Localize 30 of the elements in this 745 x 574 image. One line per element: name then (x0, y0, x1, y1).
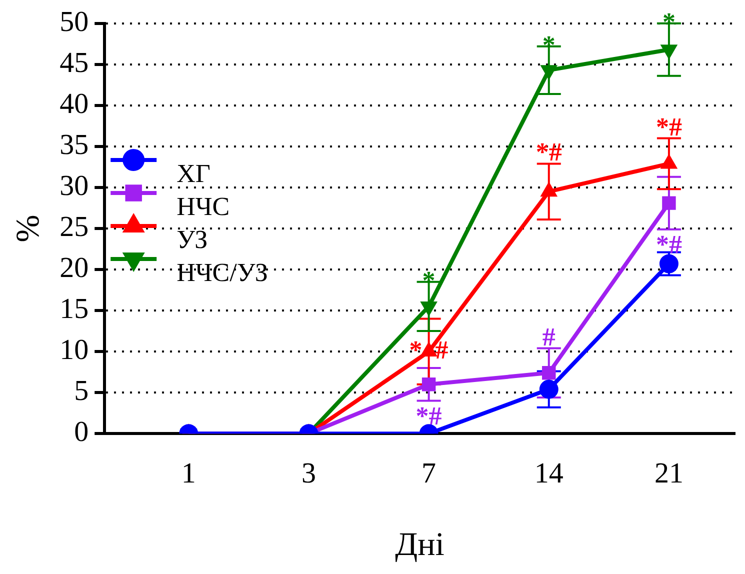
x-tick-label: 3 (301, 458, 316, 490)
x-axis-title: Дні (395, 526, 444, 563)
x-tick-label: 14 (534, 458, 564, 490)
y-tick-label: 25 (60, 211, 89, 244)
x-tick-label: 1 (181, 458, 196, 490)
x-tick-label: 7 (422, 458, 436, 490)
annotation: # (542, 322, 556, 352)
y-tick-label: 5 (74, 375, 89, 408)
annotation: * # (409, 335, 448, 364)
y-tick-label: 35 (60, 129, 89, 162)
y-tick-label: 0 (74, 416, 89, 448)
annotation: * (542, 30, 556, 60)
y-tick-label: 15 (60, 293, 89, 326)
y-tick-label: 40 (60, 88, 89, 120)
annotation: * (662, 7, 676, 36)
annotation: *# (536, 138, 562, 167)
y-tick-label: 10 (60, 334, 89, 366)
y-tick-label: 50 (60, 6, 89, 38)
legend-label: НЧС/УЗ (176, 258, 268, 287)
legend-label: ХГ (176, 158, 210, 188)
x-tick-label: 21 (654, 458, 684, 490)
legend-label: УЗ (176, 224, 208, 254)
annotation: * (422, 266, 436, 295)
annotation: *# (656, 112, 682, 142)
y-tick-label: 20 (60, 252, 89, 284)
legend-label: НЧС (176, 192, 230, 221)
y-tick-label: 45 (60, 47, 89, 80)
y-tick-label: 30 (60, 170, 89, 202)
annotation: *# (416, 402, 442, 431)
y-axis-title: % (10, 214, 46, 242)
